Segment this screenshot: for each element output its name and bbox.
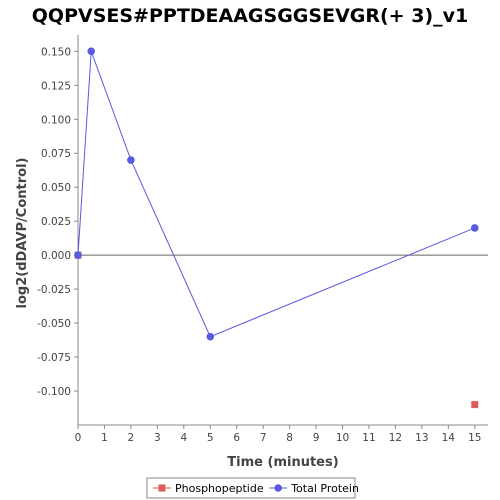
x-tick-label: 7 — [260, 432, 267, 444]
legend-swatch — [158, 484, 166, 492]
x-tick-label: 11 — [362, 432, 375, 444]
data-point — [206, 332, 215, 341]
data-point — [470, 224, 479, 232]
y-tick-label: 0.150 — [41, 46, 71, 58]
legend-label: Phosphopeptide — [175, 482, 264, 495]
y-tick-label: 0.000 — [41, 250, 71, 262]
chart-title: QQPVSES#PPTDEAAGSGGSEVGR(+ 3)_v1 — [32, 5, 468, 27]
y-axis-label: log2(dDAVP/Control) — [15, 158, 30, 309]
x-tick-label: 6 — [233, 432, 240, 444]
y-tick-label: 0.050 — [41, 182, 71, 194]
x-tick-label: 15 — [468, 432, 481, 444]
y-tick-label: -0.050 — [37, 318, 71, 330]
y-tick-label: -0.025 — [37, 284, 71, 296]
x-tick-label: 0 — [75, 432, 82, 444]
x-tick-label: 10 — [336, 432, 349, 444]
x-tick-label: 2 — [128, 432, 135, 444]
y-tick-label: -0.100 — [37, 386, 71, 398]
data-point — [471, 401, 479, 409]
plot-area: 0.150 0.125 0.100 0.075 0.050 0.025 0.000 -0.02… — [37, 35, 488, 444]
series-line — [77, 51, 475, 338]
y-tick-label: -0.075 — [37, 352, 71, 364]
x-tick-label: 8 — [286, 432, 293, 444]
x-tick-label: 4 — [180, 432, 187, 444]
legend-box — [146, 477, 356, 499]
x-tick-label: 9 — [313, 432, 320, 444]
legend: Phosphopeptide Total Protein — [146, 477, 359, 499]
x-tick-label: 1 — [101, 432, 108, 444]
x-tick-label: 13 — [415, 432, 428, 444]
data-point — [127, 156, 135, 164]
y-tick-label: 0.075 — [41, 148, 71, 160]
legend-swatch — [274, 484, 283, 492]
x-axis-label: Time (minutes) — [227, 455, 338, 470]
y-tick-label: 0.025 — [41, 216, 71, 228]
legend-label: Total Protein — [290, 482, 359, 495]
x-tick-label: 3 — [154, 432, 161, 444]
y-tick-label: 0.125 — [41, 80, 71, 92]
x-tick-label: 14 — [442, 432, 456, 444]
x-tick-label: 12 — [389, 432, 402, 444]
x-tick-label: 5 — [207, 432, 214, 444]
data-point — [87, 47, 96, 56]
y-tick-label: 0.100 — [41, 114, 71, 126]
data-point — [74, 251, 82, 259]
